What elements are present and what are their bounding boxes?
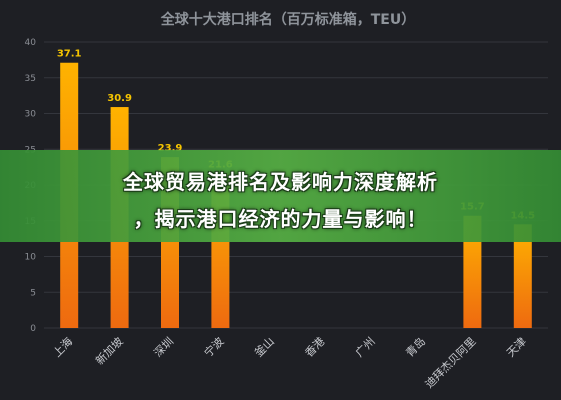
category-label: 青岛 <box>403 334 428 359</box>
category-label: 上海 <box>50 334 75 359</box>
y-tick-label: 0 <box>30 324 36 334</box>
bar <box>463 215 482 328</box>
data-label: 37.1 <box>57 49 82 60</box>
category-label: 迪拜杰贝阿里 <box>423 335 479 391</box>
category-label: 宁波 <box>201 334 226 359</box>
y-tick-label: 30 <box>25 110 37 120</box>
category-label: 香港 <box>303 335 328 360</box>
category-label: 天津 <box>504 335 529 360</box>
category-label: 深圳 <box>151 335 176 360</box>
category-label: 广州 <box>353 335 378 360</box>
headline-banner <box>0 150 561 242</box>
headline-line-2: ，揭示港口经济的力量与影响！ <box>133 207 428 231</box>
data-label: 23.9 <box>158 143 183 154</box>
headline-line-1: 全球贸易港排名及影响力深度解析 <box>123 170 438 194</box>
category-label: 釜山 <box>251 334 276 359</box>
bar <box>513 224 532 328</box>
y-tick-label: 40 <box>25 38 37 48</box>
y-tick-label: 5 <box>30 288 36 298</box>
chart-title: 全球十大港口排名（百万标准箱，TEU） <box>160 11 415 28</box>
y-tick-label: 35 <box>25 74 36 84</box>
data-label: 30.9 <box>107 93 132 104</box>
category-label: 新加坡 <box>92 334 125 367</box>
y-tick-label: 10 <box>25 253 37 263</box>
